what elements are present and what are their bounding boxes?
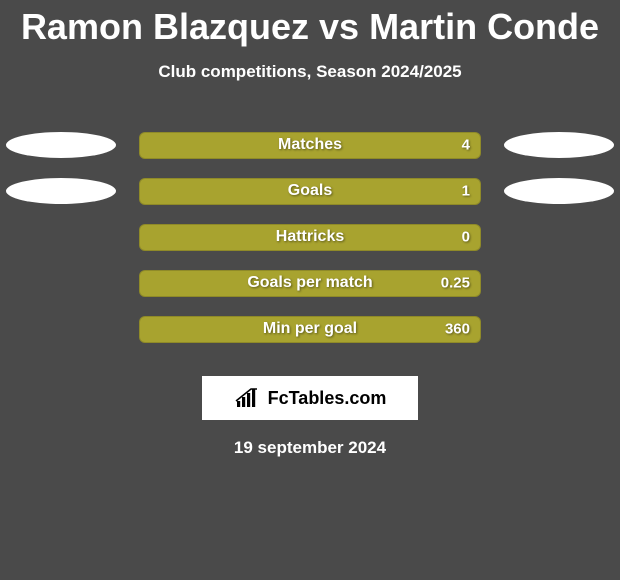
player2-oval [504,178,614,204]
stat-value-right: 4 [462,137,470,154]
stat-row-goals-per-match: Goals per match 0.25 [0,260,620,306]
stat-value-right: 360 [445,321,470,338]
stat-bar: Min per goal 360 [139,316,481,343]
stat-value-right: 1 [462,183,470,200]
player1-name: Ramon Blazquez [21,6,309,47]
stat-bar: Matches 4 [139,132,481,159]
brand-text: FcTables.com [268,388,387,409]
stat-row-min-per-goal: Min per goal 360 [0,306,620,352]
page-title: Ramon Blazquez vs Martin Conde [0,0,620,48]
player1-oval [6,178,116,204]
stat-bar: Hattricks 0 [139,224,481,251]
stat-label: Goals per match [247,274,372,292]
generated-date: 19 september 2024 [0,438,620,458]
stat-bar: Goals 1 [139,178,481,205]
player2-oval [504,132,614,158]
brand-badge: FcTables.com [202,376,418,420]
player2-name: Martin Conde [369,6,599,47]
subtitle: Club competitions, Season 2024/2025 [0,62,620,82]
stat-bar: Goals per match 0.25 [139,270,481,297]
stat-row-goals: Goals 1 [0,168,620,214]
comparison-rows: Matches 4 Goals 1 Hattricks 0 Goals per … [0,122,620,352]
stat-label: Goals [288,182,332,200]
stat-value-right: 0.25 [441,275,470,292]
stat-row-hattricks: Hattricks 0 [0,214,620,260]
vs-text: vs [319,6,359,47]
stat-label: Hattricks [276,228,344,246]
player1-oval [6,132,116,158]
brand-logo-icon [234,387,262,409]
stat-label: Matches [278,136,342,154]
stat-value-right: 0 [462,229,470,246]
stat-label: Min per goal [263,320,357,338]
stat-row-matches: Matches 4 [0,122,620,168]
